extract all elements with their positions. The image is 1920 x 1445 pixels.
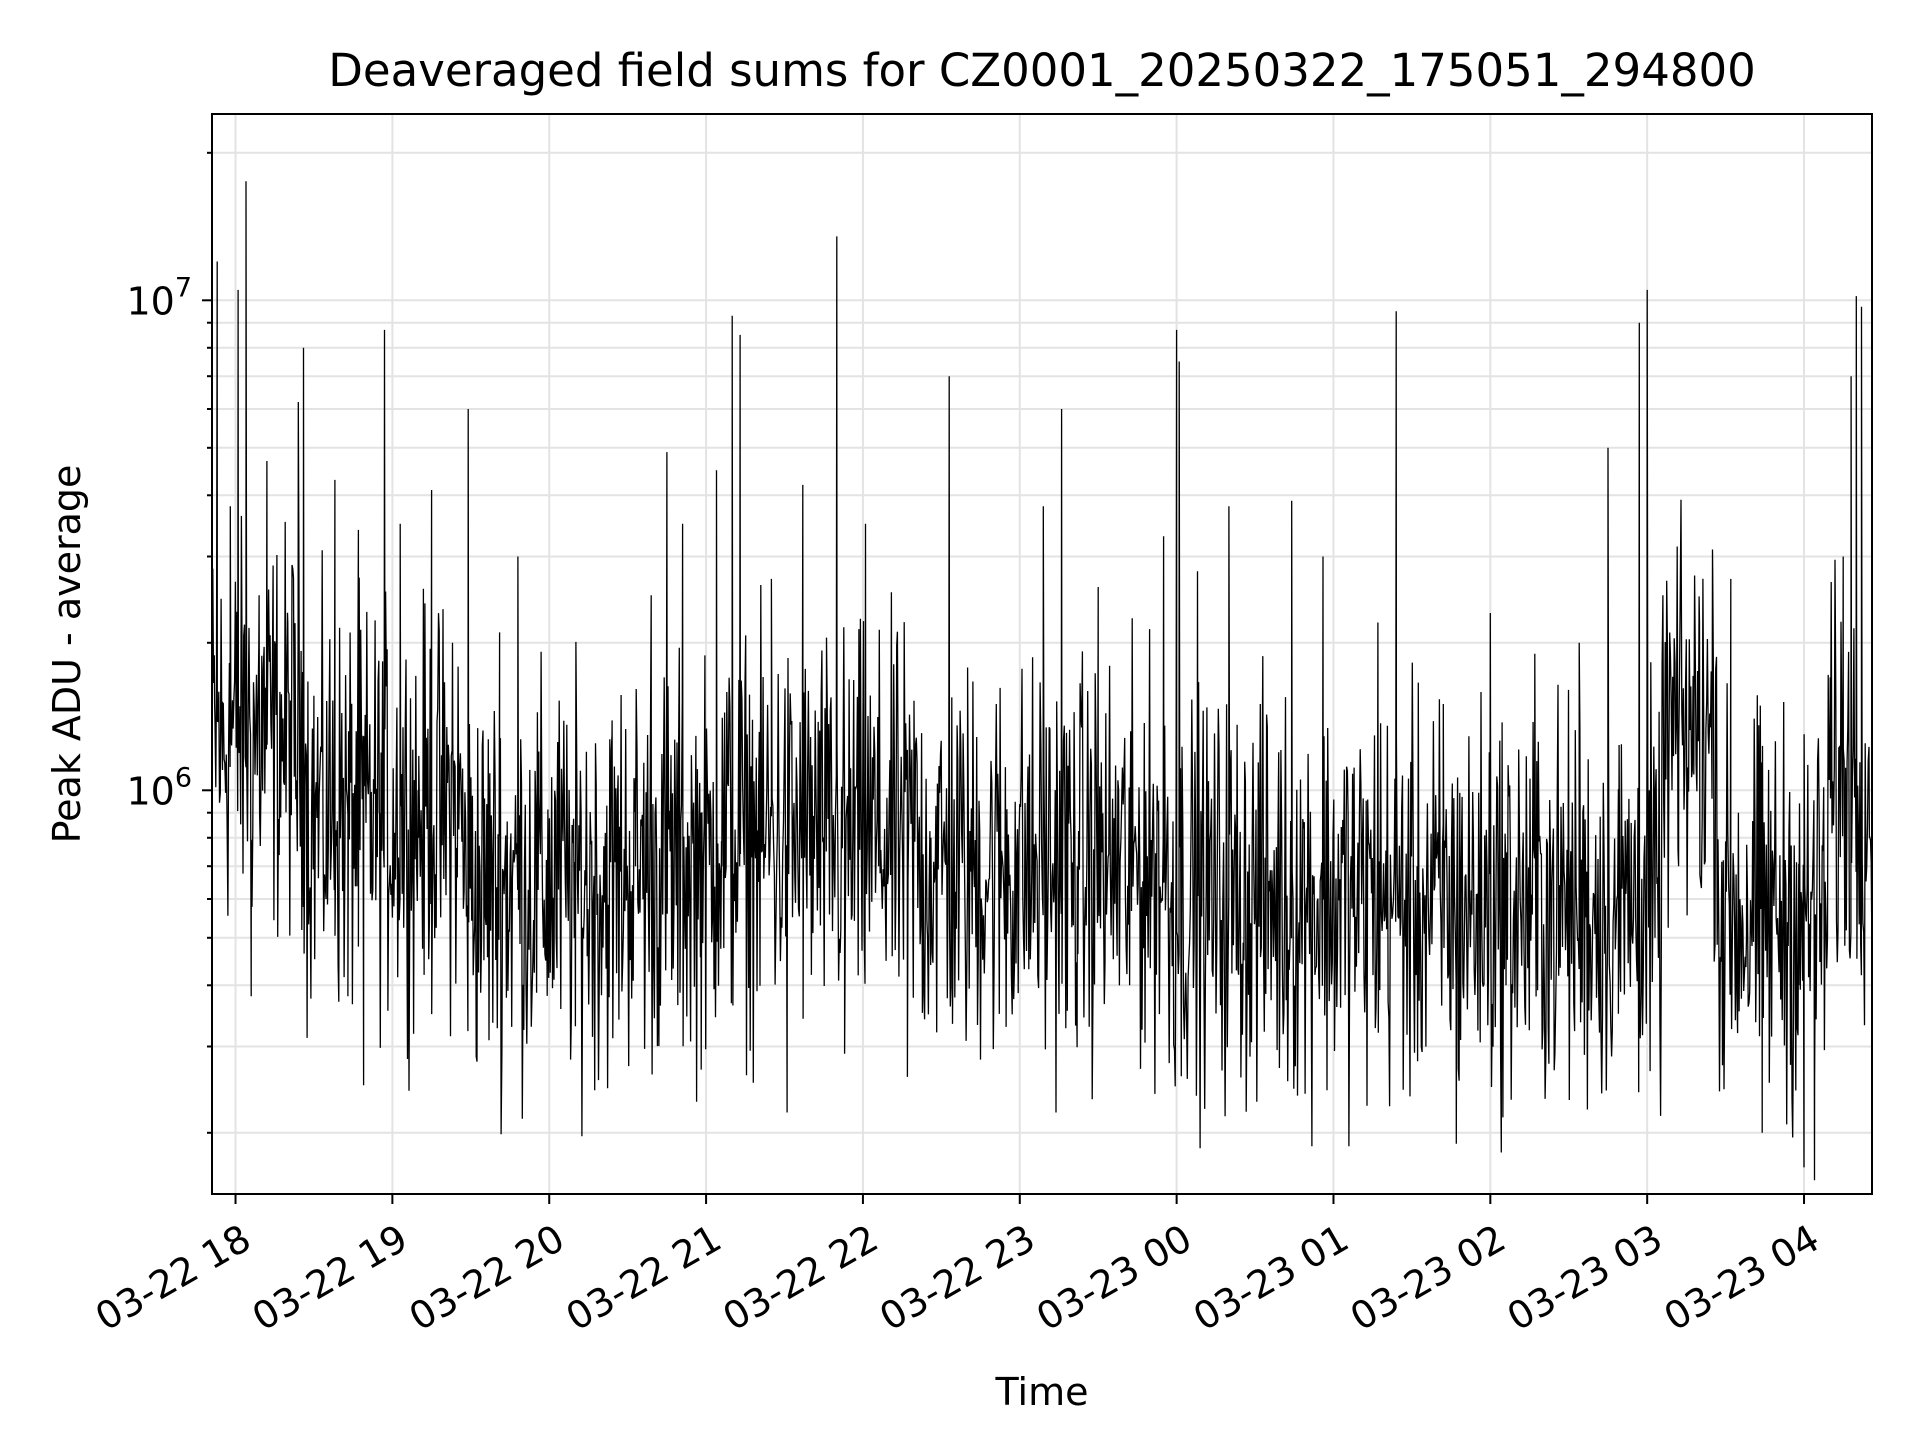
chart-title: Deaveraged field sums for CZ0001_2025032… (328, 44, 1755, 97)
y-axis-ticks: 106 107 (126, 151, 212, 1134)
series-layer (211, 181, 1873, 1181)
y-tick-label: 107 (126, 272, 192, 323)
series-line (211, 181, 1873, 1181)
plot-frame (211, 113, 1873, 1195)
x-axis-label: Time (995, 1370, 1089, 1414)
y-tick-label: 106 (126, 762, 192, 813)
y-axis-label: Peak ADU - average (45, 465, 89, 844)
